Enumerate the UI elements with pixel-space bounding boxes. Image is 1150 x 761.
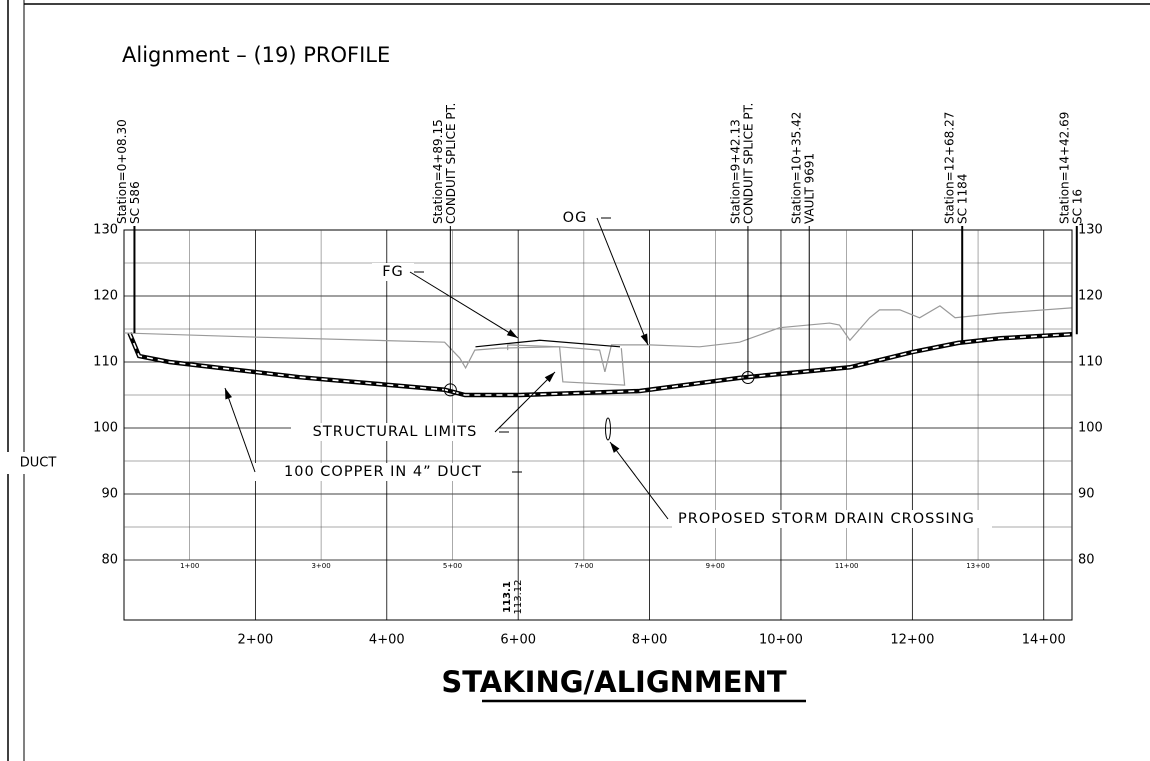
station-desc: SC 16 <box>1070 189 1084 224</box>
station-label: Station=0+08.30 <box>115 119 129 224</box>
leader-line <box>409 271 519 339</box>
storm-drain <box>605 417 611 441</box>
series-line <box>128 332 1072 396</box>
y-tick-label-right: 80 <box>1078 553 1095 568</box>
station-desc: SC 586 <box>128 181 142 224</box>
callout-bg <box>549 209 601 227</box>
arrowhead <box>506 329 518 338</box>
station-label: Station=9+42.13 <box>728 119 742 224</box>
side-label-bg <box>4 452 64 474</box>
series-line <box>123 305 1072 373</box>
side-label: DUCT <box>20 456 57 471</box>
x-minor-label: 9+00 <box>706 562 725 570</box>
arrowhead <box>610 442 620 453</box>
x-minor-label: 7+00 <box>574 562 593 570</box>
subtitle: Alignment – (19) PROFILE <box>122 43 390 67</box>
y-tick-label: 120 <box>93 289 118 304</box>
band-label: 113.1 <box>502 581 513 613</box>
callout-label: OG <box>563 210 588 226</box>
leader-line <box>609 441 669 520</box>
callout-label: 100 COPPER IN 4” DUCT <box>284 464 482 480</box>
series-line <box>507 344 626 386</box>
arrowhead <box>544 372 555 383</box>
y-tick-label-right: 90 <box>1078 487 1095 502</box>
callout-bg <box>254 463 512 481</box>
band-label: 113.12 <box>513 580 524 615</box>
y-tick-label-right: 100 <box>1078 421 1103 436</box>
leader-line <box>596 217 649 346</box>
x-minor-label: 13+00 <box>966 562 990 570</box>
x-tick-label: 14+00 <box>1022 633 1066 648</box>
y-tick-label: 130 <box>93 223 118 238</box>
x-tick-label: 8+00 <box>632 633 668 648</box>
x-tick-label: 4+00 <box>369 633 405 648</box>
station-desc: SC 1184 <box>956 174 970 224</box>
leader-line <box>494 371 556 433</box>
x-tick-label: 10+00 <box>759 633 803 648</box>
y-tick-label: 100 <box>93 421 118 436</box>
leader-line <box>224 387 256 473</box>
callout-label: FG <box>382 264 404 280</box>
splice-point <box>741 371 755 385</box>
callout-bg <box>372 263 414 281</box>
station-desc: VAULT 9691 <box>803 153 817 224</box>
x-tick-label: 6+00 <box>500 633 536 648</box>
x-minor-label: 11+00 <box>835 562 859 570</box>
callout-bg <box>291 423 499 441</box>
y-tick-label-right: 110 <box>1078 355 1103 370</box>
annotation: PROPOSED STORM DRAIN CROSSING <box>678 511 975 527</box>
station-label: Station=10+35.42 <box>790 112 804 224</box>
y-tick-label-right: 130 <box>1078 223 1103 238</box>
arrowhead <box>225 388 232 400</box>
x-tick-label: 2+00 <box>238 633 274 648</box>
chart-title: STAKING/ALIGNMENT <box>441 665 787 699</box>
x-minor-label: 5+00 <box>443 562 462 570</box>
x-minor-label: 1+00 <box>180 562 199 570</box>
station-label: Station=12+68.27 <box>943 112 957 224</box>
station-desc: CONDUIT SPLICE PT. <box>741 103 755 224</box>
y-tick-label: 80 <box>101 553 118 568</box>
y-tick-label: 90 <box>101 487 118 502</box>
x-tick-label: 12+00 <box>890 633 934 648</box>
y-tick-label: 110 <box>93 355 118 370</box>
plot-frame <box>123 229 1073 621</box>
splice-point <box>443 383 457 397</box>
station-label: Station=4+89.15 <box>431 119 445 224</box>
series-line <box>475 339 621 348</box>
series-line-base <box>127 332 1072 398</box>
callout-bg <box>672 510 992 528</box>
x-minor-label: 3+00 <box>311 562 330 570</box>
callout-label: STRUCTURAL LIMITS <box>313 424 478 440</box>
y-tick-label-right: 120 <box>1078 289 1103 304</box>
station-label: Station=14+42.69 <box>1057 112 1071 224</box>
station-desc: CONDUIT SPLICE PT. <box>444 103 458 224</box>
arrowhead <box>640 333 648 345</box>
